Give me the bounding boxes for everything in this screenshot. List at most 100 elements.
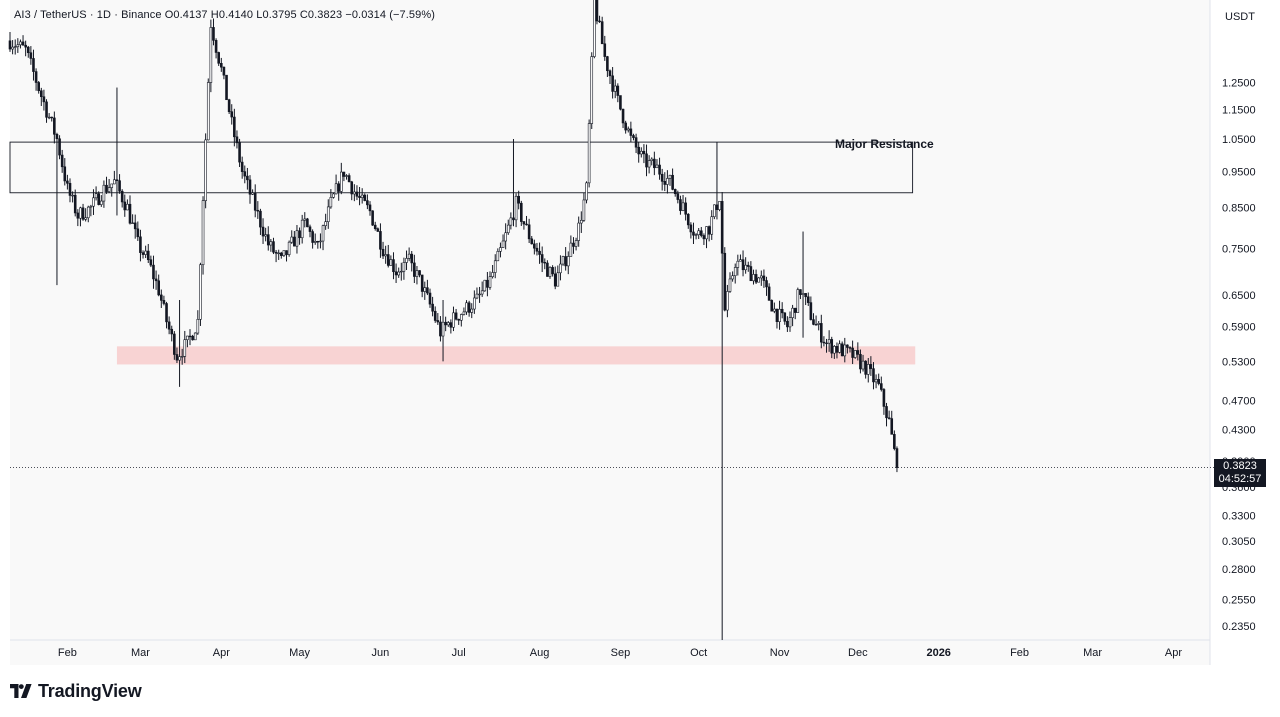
candle [893, 430, 896, 451]
candle-body [345, 175, 348, 177]
candle-body [136, 228, 140, 238]
candle-body [204, 139, 207, 201]
candle-body [749, 266, 753, 282]
candle [214, 38, 218, 59]
candle-body [439, 321, 442, 337]
candle-body [40, 90, 43, 98]
candle-body [778, 308, 781, 322]
candle-body [410, 253, 414, 264]
candle-body [754, 274, 758, 283]
resistance-zone-box[interactable] [9, 141, 914, 194]
candle [859, 349, 862, 374]
candle-body [37, 82, 40, 92]
candle [830, 336, 834, 359]
candle-body [173, 333, 176, 355]
candle-body [606, 56, 609, 72]
candle-body [319, 240, 322, 243]
candle [864, 360, 867, 379]
candle-body [428, 292, 432, 305]
candle-body [861, 360, 865, 370]
candle [501, 234, 505, 249]
candle [415, 266, 419, 285]
tradingview-brand[interactable]: TradingView [10, 680, 142, 702]
candle-body [45, 101, 48, 118]
candle-body [608, 70, 612, 77]
candle [45, 99, 48, 123]
candle-body [872, 368, 875, 383]
candle [574, 237, 578, 251]
price-axis-panel[interactable] [1210, 0, 1270, 665]
candle [890, 410, 894, 435]
candle [460, 313, 463, 327]
candle-body [376, 228, 380, 232]
candle [428, 288, 432, 308]
candle [32, 49, 35, 81]
candle [496, 248, 500, 262]
candle-body [658, 164, 661, 175]
candle [337, 181, 340, 201]
candle-body [123, 201, 127, 211]
candle [47, 113, 51, 120]
candle [79, 206, 82, 227]
candle-body [480, 290, 484, 295]
candle [256, 201, 260, 219]
footer-strip [0, 665, 1280, 717]
candle [488, 271, 492, 290]
candle [251, 189, 254, 196]
candle [827, 330, 831, 352]
candle [92, 189, 95, 215]
candle-body [355, 191, 359, 197]
candle [446, 321, 450, 327]
candle [483, 279, 487, 292]
candle-body [209, 27, 213, 83]
candle-body [201, 200, 205, 266]
candle-body [629, 128, 633, 136]
candle [626, 126, 630, 133]
candle-body [167, 321, 171, 330]
candle [491, 265, 494, 279]
candle-body [869, 364, 873, 369]
candle-body [452, 312, 455, 328]
candle [407, 247, 411, 262]
candle-body [770, 300, 774, 312]
candle-body [84, 217, 87, 220]
candle [73, 189, 77, 217]
support-zone[interactable] [116, 346, 916, 365]
candle-body [616, 85, 620, 96]
price-unit-label[interactable]: USDT [1225, 11, 1255, 23]
candle [671, 168, 674, 191]
candle-body [566, 256, 570, 267]
candle-body [540, 254, 544, 263]
candle [285, 250, 288, 262]
candle [113, 170, 116, 185]
candle-body [600, 21, 604, 45]
candle-body [642, 150, 646, 155]
candle-body [486, 279, 489, 288]
candle-body [133, 222, 137, 230]
candle [480, 281, 484, 297]
candle-body [358, 195, 361, 198]
price-tick-label: 0.6500 [1222, 290, 1256, 302]
candle [874, 374, 878, 389]
candle [572, 237, 575, 254]
candle-body [238, 142, 241, 163]
candle-body [739, 259, 742, 262]
tradingview-wordmark: TradingView [38, 680, 142, 701]
candle-body [546, 262, 549, 277]
symbol-info-line[interactable]: AI3 / TetherUS · 1D · Binance O0.4137 H0… [14, 9, 435, 21]
candle [499, 242, 502, 258]
candle-body [50, 116, 54, 119]
candle-body [483, 279, 487, 292]
candle-body [593, 0, 596, 57]
candle-body [413, 262, 416, 277]
candle-body [551, 267, 554, 275]
candle [66, 174, 69, 190]
candle [640, 147, 643, 158]
candle-body [882, 389, 886, 407]
candle-body [569, 242, 573, 257]
candle-body [473, 297, 476, 310]
candle [353, 184, 356, 202]
candle [561, 255, 565, 266]
